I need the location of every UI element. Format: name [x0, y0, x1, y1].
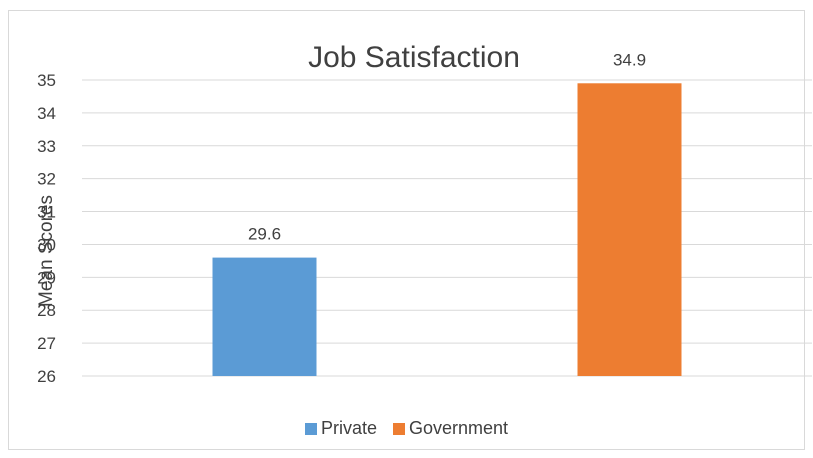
data-labels: 29.6 34.9 [248, 50, 646, 243]
legend-swatch [392, 422, 405, 435]
y-tick-label: 32 [37, 170, 56, 189]
gridlines [82, 79, 812, 377]
y-tick-label: 26 [37, 367, 56, 386]
legend-label: Private [320, 418, 377, 438]
legend-swatch [304, 422, 317, 435]
bar-private [212, 257, 317, 376]
y-tick-labels: 26 27 28 29 30 31 32 33 34 35 [37, 71, 56, 386]
y-tick-label: 34 [37, 104, 56, 123]
y-tick-label: 35 [37, 71, 56, 90]
chart-title: Job Satisfaction [308, 41, 520, 74]
y-tick-label: 31 [37, 203, 56, 222]
legend-item-government: Government [392, 418, 509, 439]
bars [212, 83, 682, 377]
legend-item-private: Private [304, 418, 377, 439]
bar-government [577, 83, 682, 377]
y-tick-label: 30 [37, 235, 56, 254]
legend: Private Government [0, 418, 813, 439]
y-tick-label: 27 [37, 334, 56, 353]
y-tick-label: 28 [37, 301, 56, 320]
data-label: 34.9 [613, 50, 646, 69]
y-tick-label: 33 [37, 137, 56, 156]
legend-label: Government [408, 418, 509, 438]
y-axis-title: Mean Scores [36, 195, 57, 307]
y-tick-label: 29 [37, 268, 56, 287]
data-label: 29.6 [248, 225, 281, 244]
